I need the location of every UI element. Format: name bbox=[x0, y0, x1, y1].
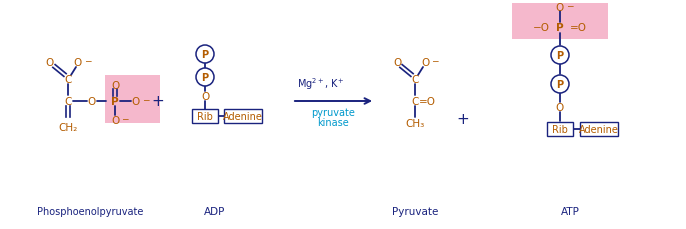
Text: CH₂: CH₂ bbox=[58, 123, 78, 132]
Text: Rib: Rib bbox=[197, 112, 213, 121]
Circle shape bbox=[551, 47, 569, 65]
Text: O: O bbox=[556, 3, 564, 13]
Text: P: P bbox=[111, 97, 119, 106]
FancyBboxPatch shape bbox=[580, 123, 618, 136]
Text: pyruvate: pyruvate bbox=[311, 108, 355, 117]
Circle shape bbox=[196, 46, 214, 64]
Text: C: C bbox=[412, 97, 418, 106]
Text: Mg$^{2+}$, K$^{+}$: Mg$^{2+}$, K$^{+}$ bbox=[297, 76, 344, 92]
Text: −: − bbox=[566, 2, 573, 11]
Text: +: + bbox=[457, 112, 469, 127]
Text: O: O bbox=[393, 58, 401, 68]
Text: −: − bbox=[142, 95, 150, 104]
Text: P: P bbox=[556, 80, 564, 90]
Text: =O: =O bbox=[569, 23, 587, 33]
FancyBboxPatch shape bbox=[105, 76, 160, 123]
Text: ADP: ADP bbox=[204, 206, 226, 216]
Text: −: − bbox=[84, 56, 92, 65]
Circle shape bbox=[196, 69, 214, 87]
Text: O: O bbox=[111, 81, 119, 91]
Text: kinase: kinase bbox=[318, 117, 349, 128]
Text: CH₃: CH₃ bbox=[405, 118, 425, 128]
Text: ATP: ATP bbox=[560, 206, 580, 216]
Text: O: O bbox=[201, 92, 209, 101]
Text: =O: =O bbox=[418, 97, 436, 106]
Text: P: P bbox=[202, 73, 209, 83]
Text: P: P bbox=[556, 51, 564, 61]
FancyBboxPatch shape bbox=[547, 123, 573, 136]
Text: Rib: Rib bbox=[552, 124, 568, 134]
FancyBboxPatch shape bbox=[512, 4, 608, 40]
Text: O: O bbox=[132, 97, 140, 106]
Circle shape bbox=[551, 76, 569, 94]
Text: Phosphoenolpyruvate: Phosphoenolpyruvate bbox=[37, 206, 143, 216]
Text: −: − bbox=[431, 56, 439, 65]
Text: O: O bbox=[421, 58, 429, 68]
Text: O: O bbox=[111, 115, 119, 125]
Text: −O: −O bbox=[533, 23, 550, 33]
Text: Adenine: Adenine bbox=[223, 112, 263, 121]
Text: Adenine: Adenine bbox=[579, 124, 619, 134]
Text: O: O bbox=[556, 103, 564, 112]
Text: O: O bbox=[74, 58, 82, 68]
Text: P: P bbox=[556, 23, 564, 33]
Text: −: − bbox=[121, 114, 129, 123]
FancyBboxPatch shape bbox=[224, 109, 262, 123]
Text: O: O bbox=[88, 97, 96, 106]
Text: O: O bbox=[45, 58, 53, 68]
Text: C: C bbox=[64, 75, 72, 85]
Text: Pyruvate: Pyruvate bbox=[392, 206, 438, 216]
FancyBboxPatch shape bbox=[192, 109, 218, 123]
Text: C: C bbox=[412, 75, 418, 85]
Text: +: + bbox=[152, 94, 165, 109]
Text: C: C bbox=[64, 97, 72, 106]
Text: P: P bbox=[202, 50, 209, 60]
